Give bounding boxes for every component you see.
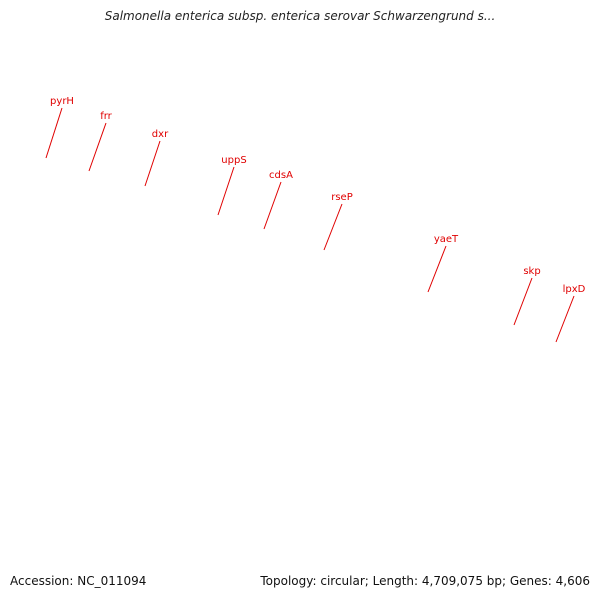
leader-frr — [88, 122, 107, 172]
leader-cdsA — [263, 181, 282, 230]
topology-text: Topology: circular; Length: 4,709,075 bp… — [260, 574, 590, 588]
gene-label-cdsA: cdsA — [269, 170, 293, 181]
gene-label-leaders — [45, 107, 575, 343]
gene-label-dxr: dxr — [152, 129, 169, 140]
leader-lpxD — [555, 295, 575, 343]
leader-dxr — [144, 140, 161, 187]
leader-pyrH — [45, 107, 63, 159]
gene-labels: pyrH frr dxr uppS cdsA rseP yaeT skp lpxD — [50, 96, 586, 295]
gene-label-yaeT: yaeT — [434, 234, 459, 245]
leader-yaeT — [427, 245, 447, 293]
accession-text: Accession: NC_011094 — [10, 574, 147, 588]
leader-skp — [513, 277, 533, 326]
gene-label-rseP: rseP — [331, 192, 353, 203]
gene-label-frr: frr — [100, 111, 112, 122]
leader-rseP — [323, 203, 343, 251]
gene-label-pyrH: pyrH — [50, 96, 74, 107]
map-title: Salmonella enterica subsp. enterica sero… — [104, 9, 496, 23]
gene-label-lpxD: lpxD — [563, 284, 586, 295]
leader-uppS — [217, 166, 235, 216]
gene-label-uppS: uppS — [221, 155, 246, 166]
gene-label-skp: skp — [523, 266, 540, 277]
